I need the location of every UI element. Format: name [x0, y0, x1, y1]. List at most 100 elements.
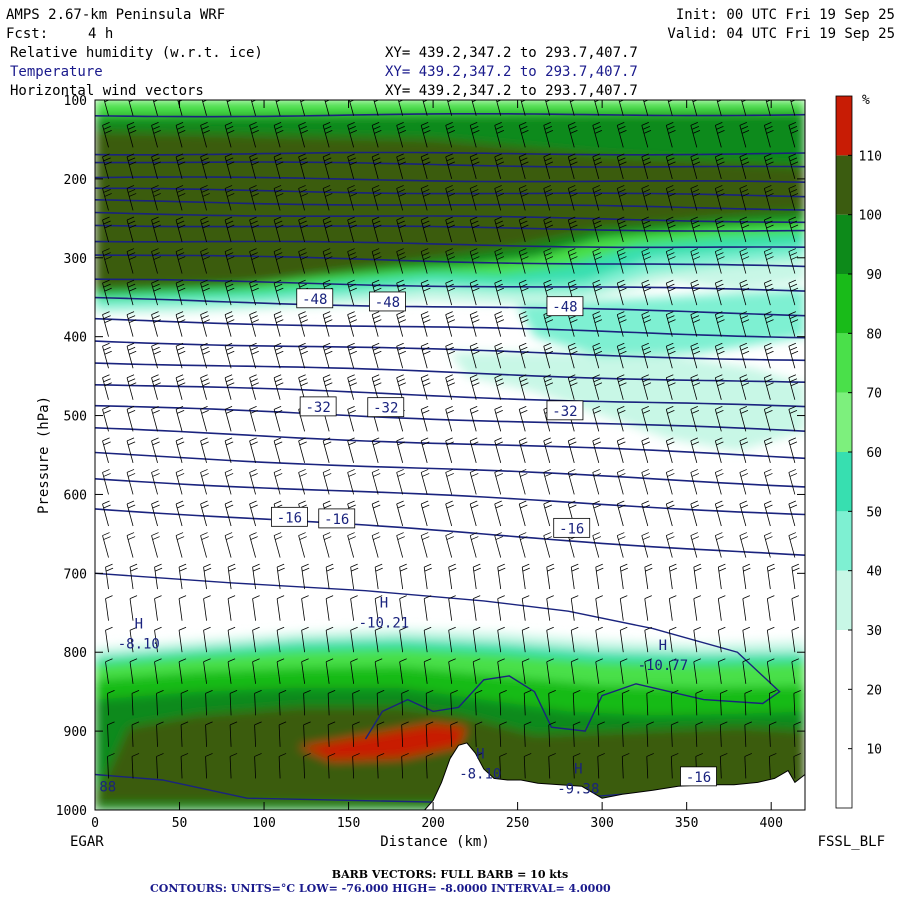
wind-barb-flag [424, 563, 432, 568]
wind-barb-flag [520, 378, 528, 383]
isotherm [95, 151, 805, 156]
wind-barb-flag [224, 311, 233, 316]
wind-barb-flag [397, 189, 405, 193]
wind-barb-flag [275, 125, 283, 130]
wind-barb-flag [765, 441, 773, 446]
wind-barb-flag [200, 342, 208, 347]
isotherm-label-box [299, 396, 337, 417]
wind-barb-flag [618, 189, 626, 193]
wind-barb-flag [175, 532, 184, 536]
rh-lower-110 [297, 723, 467, 762]
wind-barb-flag [499, 689, 507, 694]
wind-barb-flag [226, 346, 234, 351]
wind-barb-flag [175, 153, 184, 158]
wind-barb-flag [325, 382, 333, 387]
rh-lower-100 [95, 707, 805, 803]
wind-barb-flag [249, 437, 257, 442]
wind-barb-flag [324, 125, 332, 130]
wind-barb-flag [398, 287, 406, 292]
wind-barb-flag [127, 473, 136, 477]
wind-barb-flag [275, 315, 283, 320]
wind-barb-flag [622, 753, 630, 757]
wind-barb-flag [617, 532, 625, 536]
wind-barb-flag [352, 721, 360, 726]
wind-barb [450, 724, 453, 747]
wind-barb-flag [494, 469, 502, 473]
wind-barb-flag [445, 532, 453, 536]
wind-barb [203, 630, 207, 653]
wind-barb-flag [300, 350, 308, 355]
wind-barb-flag [717, 319, 725, 324]
wind-barb-flag [475, 721, 483, 726]
wind-barb-flag [495, 441, 503, 446]
wind-barb-flag [691, 283, 700, 288]
wind-barb-flag [765, 220, 773, 225]
temperature-isotherms [95, 113, 805, 803]
wind-barb-flag [349, 129, 357, 134]
isotherm [95, 404, 805, 432]
wind-barb [644, 661, 649, 684]
wind-barb-flag [104, 350, 112, 355]
wind-barb [301, 598, 306, 621]
wind-barb-flag [740, 252, 749, 256]
wind-barb-flag [178, 224, 186, 229]
wind-barb-flag [250, 346, 258, 351]
wind-barb-flag [275, 536, 283, 540]
wind-barb-flag [178, 595, 187, 600]
wind-barb-flag [299, 220, 307, 225]
wind-barb-flag [547, 567, 555, 572]
wind-barb-flag [593, 536, 601, 540]
wind-barb-flag [152, 283, 160, 288]
wind-barb-flag [347, 185, 355, 189]
wind-barb-flag [251, 287, 259, 292]
wind-barb-flag [622, 689, 630, 694]
wind-barb-flag [644, 563, 652, 568]
wind-barb-flag [322, 153, 331, 158]
wind-barb-flag [715, 500, 723, 505]
wind-barb-flag [788, 405, 797, 410]
wind-barb-flag [789, 91, 796, 94]
wind-barb-flag [495, 157, 503, 162]
wind-barb-flag [421, 248, 429, 252]
wind-barb-flag [421, 405, 429, 410]
wind-barb-flag [495, 473, 503, 477]
colorbar-tick-label: 10 [866, 743, 882, 758]
wind-barb-flag [102, 342, 110, 347]
field-temp-name: Temperature [10, 64, 103, 80]
wind-barb-flag [520, 220, 528, 225]
wind-barb [229, 693, 232, 716]
wind-barb-flag [791, 626, 800, 631]
wind-barb-flag [397, 473, 405, 477]
wind-barb-flag [740, 409, 749, 414]
wind-barb-flag [619, 350, 627, 355]
x-tick-label: 400 [759, 816, 782, 831]
wind-barb-flag [766, 224, 774, 229]
wind-barb-flag [544, 536, 552, 540]
wind-barb-flag [524, 721, 532, 726]
wind-barb-flag [471, 441, 479, 446]
wind-barb-flag [470, 437, 478, 442]
wind-barb-flag [156, 689, 164, 694]
isotherm-label-text: -32 [373, 401, 398, 417]
wind-barb [229, 756, 232, 779]
wind-barb [595, 598, 600, 621]
wind-barb-flag [717, 382, 725, 387]
wind-barb-flag [666, 153, 674, 158]
wind-barb-flag [371, 185, 380, 189]
wind-barb-flag [227, 350, 235, 355]
wind-barb-flag [471, 125, 479, 130]
isotherm-label-text: -16 [324, 512, 349, 528]
wind-barb-flag [399, 595, 407, 600]
wind-barb [399, 598, 404, 621]
wind-barb [252, 630, 256, 653]
wind-barb-flag [250, 378, 258, 383]
wind-barb-flag [229, 753, 238, 757]
wind-barb-flag [153, 161, 161, 166]
wind-barb-flag [666, 437, 674, 442]
wind-barb-flag [351, 567, 359, 572]
wind-barb-flag [717, 129, 725, 134]
wind-barb-flag [543, 185, 551, 189]
wind-barb-flag [520, 315, 528, 320]
wind-barb-flag [764, 342, 772, 347]
wind-barb [766, 598, 771, 621]
